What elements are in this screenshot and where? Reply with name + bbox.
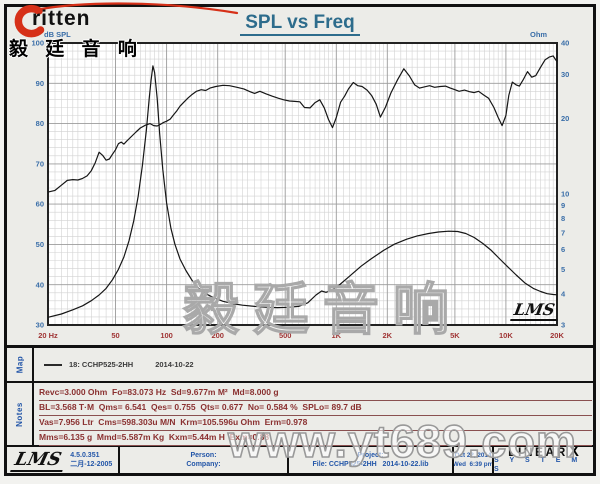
person-label: Person:	[190, 452, 217, 459]
brand-swoosh-icon	[14, 2, 239, 38]
y-left-tick-label: 70	[36, 160, 44, 169]
legend: 18: CCHP525-2HH 2014-10-22	[34, 348, 593, 381]
y-right-tick-label: 5	[561, 265, 565, 274]
y-left-tick-label: 40	[36, 280, 44, 289]
x-tick-label: 20K	[550, 331, 564, 340]
x-tick-label: 10K	[499, 331, 513, 340]
report-time: Wed 6:39 pm	[454, 461, 494, 468]
footer-person-cell: Person: Company:	[120, 447, 289, 473]
footer: LMS 4.5.0.351 二月-12-2005 Person: Company…	[7, 445, 593, 473]
project-file: File: CCHP525-2HH 2014-10-22.lib	[312, 461, 429, 468]
legend-curve-name: 18: CCHP525-2HH	[69, 360, 134, 369]
company-label: Company:	[186, 461, 221, 468]
swoosh-crescent	[14, 4, 45, 38]
x-tick-label: 500	[279, 331, 292, 340]
y-left-tick-label: 50	[36, 240, 44, 249]
y-right-tick-label: 30	[561, 70, 569, 79]
map-section: Map 18: CCHP525-2HH 2014-10-22	[7, 345, 593, 381]
y-left-tick-label: 100	[31, 39, 44, 48]
plot-background	[48, 43, 557, 325]
report-date: Oct 22, 2014	[454, 452, 492, 459]
x-tick-label: 1K	[332, 331, 342, 340]
x-tick-label: 50	[111, 331, 119, 340]
brand-logo: ritten	[5, 2, 255, 42]
linearx-letters: LINEAR	[508, 447, 568, 459]
notes-content: Revc=3.000 Ohm Fo=83.073 Hz Sd=9.677m M²…	[34, 383, 593, 446]
notes-line-4: Mms=6.135 g Mmd=5.587m Kg Kxm=5.44m H Ex…	[39, 431, 592, 446]
notes-section-label: Notes	[7, 383, 34, 445]
x-tick-label: 2K	[383, 331, 393, 340]
footer-version-cell: LMS 4.5.0.351 二月-12-2005	[7, 447, 120, 473]
y-left-tick-label: 90	[36, 79, 44, 88]
y-right-tick-label: 10	[561, 190, 569, 199]
x-tick-label: 100	[160, 331, 173, 340]
map-label-text: Map	[15, 355, 24, 374]
linearx-systems-text: S Y S T E M S	[494, 456, 582, 473]
y-right-tick-label: 20	[561, 114, 569, 123]
software-version-date: 二月-12-2005	[70, 461, 113, 468]
y-right-tick-label: 6	[561, 245, 565, 254]
brand-name: ritten	[32, 7, 91, 30]
spl-vs-freq-chart: 100 90 80 70 60 50 40 30 40 30 20 10 9 8 7 6 5 4 3 20 Hz 50 1…	[31, 30, 569, 340]
legend-line-sample	[44, 363, 62, 366]
x-tick-label: 20 Hz	[38, 331, 58, 340]
notes-line-1: Revc=3.000 Ohm Fo=83.073 Hz Sd=9.677m M²…	[39, 386, 592, 401]
lms-chart-logo: LMS	[510, 300, 561, 321]
notes-line-3: Vas=7.956 Ltr Cms=598.303u M/N Krm=105.5…	[39, 416, 592, 431]
y-left-tick-label: 80	[36, 119, 44, 128]
map-section-label: Map	[7, 348, 34, 381]
notes-section: Notes Revc=3.000 Ohm Fo=83.073 Hz Sd=9.6…	[7, 381, 593, 446]
x-tick-label: 5K	[450, 331, 460, 340]
footer-date-cell: Oct 22, 2014 Wed 6:39 pm	[454, 447, 494, 473]
legend-date: 2014-10-22	[155, 360, 194, 369]
linearx-logo: LINEAR X	[508, 447, 579, 460]
y-right-tick-label: 9	[561, 201, 565, 210]
y-right-tick-label: 3	[561, 321, 565, 330]
swoosh-tail	[36, 2, 239, 15]
notes-line-2: BL=3.568 T·M Qms= 6.541 Qes= 0.755 Qts= …	[39, 401, 592, 416]
y-right-tick-label: 7	[561, 228, 565, 237]
lms-footer-logo: LMS	[9, 448, 68, 472]
y-right-axis-title: Ohm	[530, 30, 547, 39]
x-tick-label: 200	[211, 331, 224, 340]
notes-label-text: Notes	[14, 401, 24, 427]
brand-name-chinese: 毅 廷 音 响	[9, 39, 143, 60]
footer-project-cell: Project: File: CCHP525-2HH 2014-10-22.li…	[289, 447, 454, 473]
y-right-tick-label: 8	[561, 214, 565, 223]
chart-region: 100 90 80 70 60 50 40 30 40 30 20 10 9 8 7 6 5 4 3 20 Hz 50 1…	[7, 2, 593, 345]
lms-report-page: 100 90 80 70 60 50 40 30 40 30 20 10 9 8 7 6 5 4 3 20 Hz 50 1…	[4, 2, 596, 476]
plot-border	[47, 42, 558, 326]
spl-curve	[47, 55, 558, 193]
y-right-tick-label: 4	[561, 289, 566, 298]
y-left-axis-title: dB SPL	[44, 30, 71, 39]
y-right-tick-label: 40	[561, 39, 569, 48]
project-label: Project:	[357, 452, 384, 459]
y-left-tick-label: 60	[36, 200, 44, 209]
linearx-x: X	[568, 447, 579, 460]
y-left-tick-label: 30	[36, 321, 44, 330]
impedance-curve	[47, 65, 558, 318]
footer-linearx-cell: LINEAR X S Y S T E M S	[494, 447, 593, 473]
software-version: 4.5.0.351	[70, 452, 100, 459]
